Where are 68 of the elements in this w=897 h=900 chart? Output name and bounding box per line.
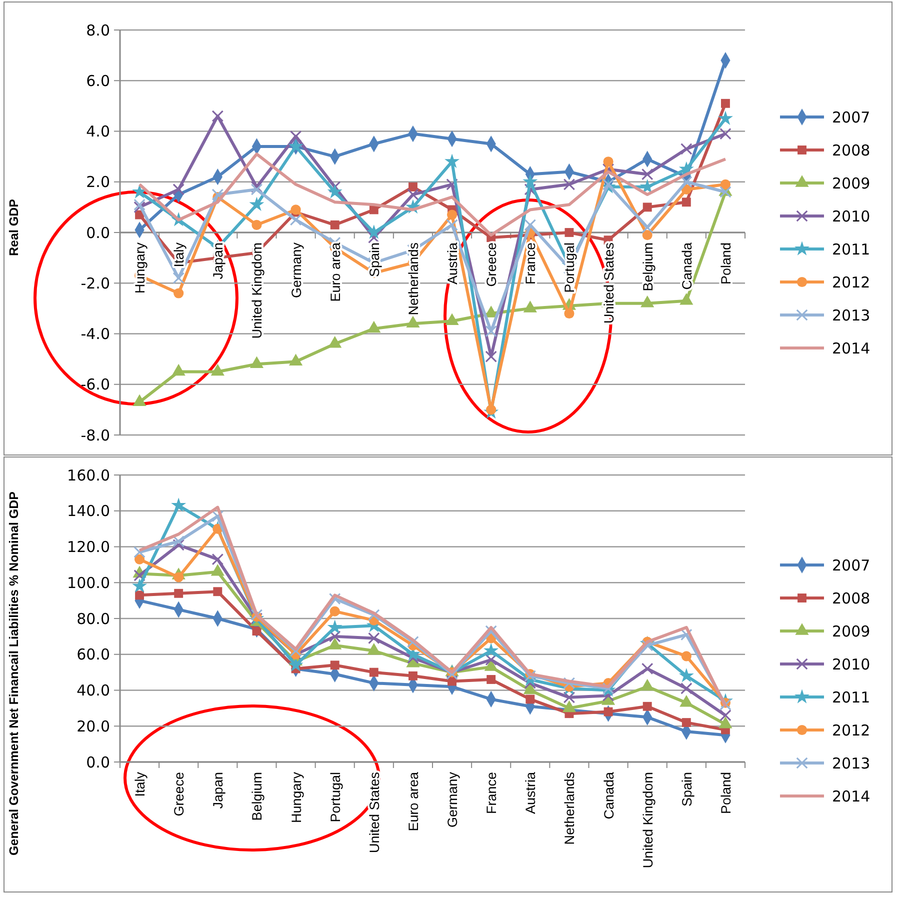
- y-tick-label: 2.0: [86, 173, 110, 192]
- y-tick-label: 40.0: [76, 682, 110, 700]
- legend-label: 2009: [832, 622, 870, 640]
- y-tick-label: 0.0: [86, 753, 110, 772]
- x-tick-label: Euro area: [406, 772, 421, 832]
- x-tick-label: United States: [366, 772, 382, 854]
- x-tick-label: Portugal: [562, 242, 578, 293]
- y-tick-label: 140.0: [67, 502, 110, 520]
- x-tick-label: Canada: [679, 242, 694, 290]
- x-tick-label: Greece: [484, 242, 500, 287]
- x-tick-label: United States: [601, 242, 616, 324]
- x-tick-label: Austria: [445, 242, 460, 285]
- x-tick-label: Germany: [288, 242, 304, 298]
- legend-label: 2012: [832, 273, 870, 292]
- x-tick-label: Poland: [718, 772, 734, 814]
- y-tick-label: 0.0: [86, 224, 110, 242]
- x-tick-label: Italy: [132, 772, 148, 797]
- y-tick-label: 100.0: [67, 574, 110, 592]
- legend-label: 2011: [832, 688, 870, 706]
- legend-label: 2008: [832, 141, 870, 160]
- legend-label: 2007: [832, 556, 870, 574]
- x-tick-label: Belgium: [640, 242, 656, 292]
- x-tick-label: Hungary: [132, 242, 148, 294]
- y-tick-label: 8.0: [86, 21, 110, 40]
- y-tick-label: -2.0: [80, 274, 110, 292]
- legend-label: 2014: [832, 787, 870, 806]
- y-tick-label: 120.0: [67, 538, 110, 556]
- y-axis-title: Real GDP: [7, 199, 21, 256]
- legend-label: 2014: [832, 339, 870, 358]
- x-tick-label: Poland: [718, 242, 734, 285]
- y-tick-label: -8.0: [80, 426, 110, 444]
- y-tick-label: 6.0: [86, 72, 110, 90]
- x-tick-label: France: [523, 242, 538, 285]
- legend-label: 2010: [832, 207, 870, 226]
- x-tick-label: Netherlands: [562, 772, 578, 845]
- legend-label: 2013: [832, 306, 870, 324]
- y-axis-title: General Government Net Financail Liabilities % Nominal GDP: [7, 492, 21, 856]
- x-tick-label: Canada: [601, 772, 616, 820]
- x-tick-label: Germany: [445, 772, 460, 828]
- x-tick-label: Belgium: [250, 772, 265, 821]
- y-tick-label: 20.0: [76, 717, 110, 736]
- legend-label: 2011: [832, 240, 870, 258]
- x-tick-label: France: [484, 772, 500, 814]
- legend-label: 2012: [832, 721, 870, 740]
- y-tick-label: 4.0: [86, 122, 110, 140]
- x-tick-label: United Kingdom: [640, 772, 656, 868]
- legend-label: 2009: [832, 174, 870, 192]
- x-tick-label: Netherlands: [406, 242, 421, 316]
- legend-label: 2007: [832, 108, 870, 126]
- x-tick-label: Austria: [523, 772, 538, 814]
- legend-label: 2013: [832, 754, 870, 772]
- legend-label: 2008: [832, 589, 870, 608]
- x-tick-label: Euro area: [328, 242, 343, 302]
- y-tick-label: -4.0: [80, 325, 110, 343]
- y-tick-label: -6.0: [80, 376, 110, 394]
- x-tick-label: United Kingdom: [250, 242, 265, 339]
- x-tick-label: Italy: [172, 242, 187, 268]
- x-tick-label: Japan: [210, 772, 226, 809]
- x-tick-label: Portugal: [328, 772, 343, 822]
- x-tick-label: Greece: [172, 772, 187, 816]
- y-tick-label: 160.0: [67, 466, 110, 484]
- x-tick-label: Japan: [210, 242, 226, 280]
- x-tick-label: Spain: [679, 772, 694, 807]
- legend-label: 2010: [832, 655, 870, 674]
- y-tick-label: 80.0: [76, 610, 110, 628]
- y-tick-label: 60.0: [76, 646, 110, 664]
- x-tick-label: Hungary: [288, 772, 304, 824]
- x-tick-label: Spain: [366, 242, 382, 278]
